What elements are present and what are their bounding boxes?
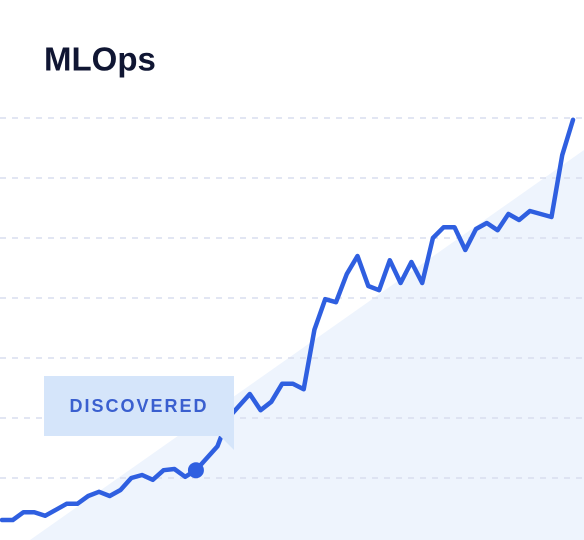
annotation-label: DISCOVERED [69,396,208,416]
annotation: DISCOVERED [44,376,234,450]
discovered-point [187,462,204,479]
chart-title: MLOps [44,41,156,78]
plot [0,117,576,523]
annotation-box [44,376,234,436]
annotation-pointer [220,436,234,450]
trend-area [30,150,584,540]
trend-line [0,117,576,523]
